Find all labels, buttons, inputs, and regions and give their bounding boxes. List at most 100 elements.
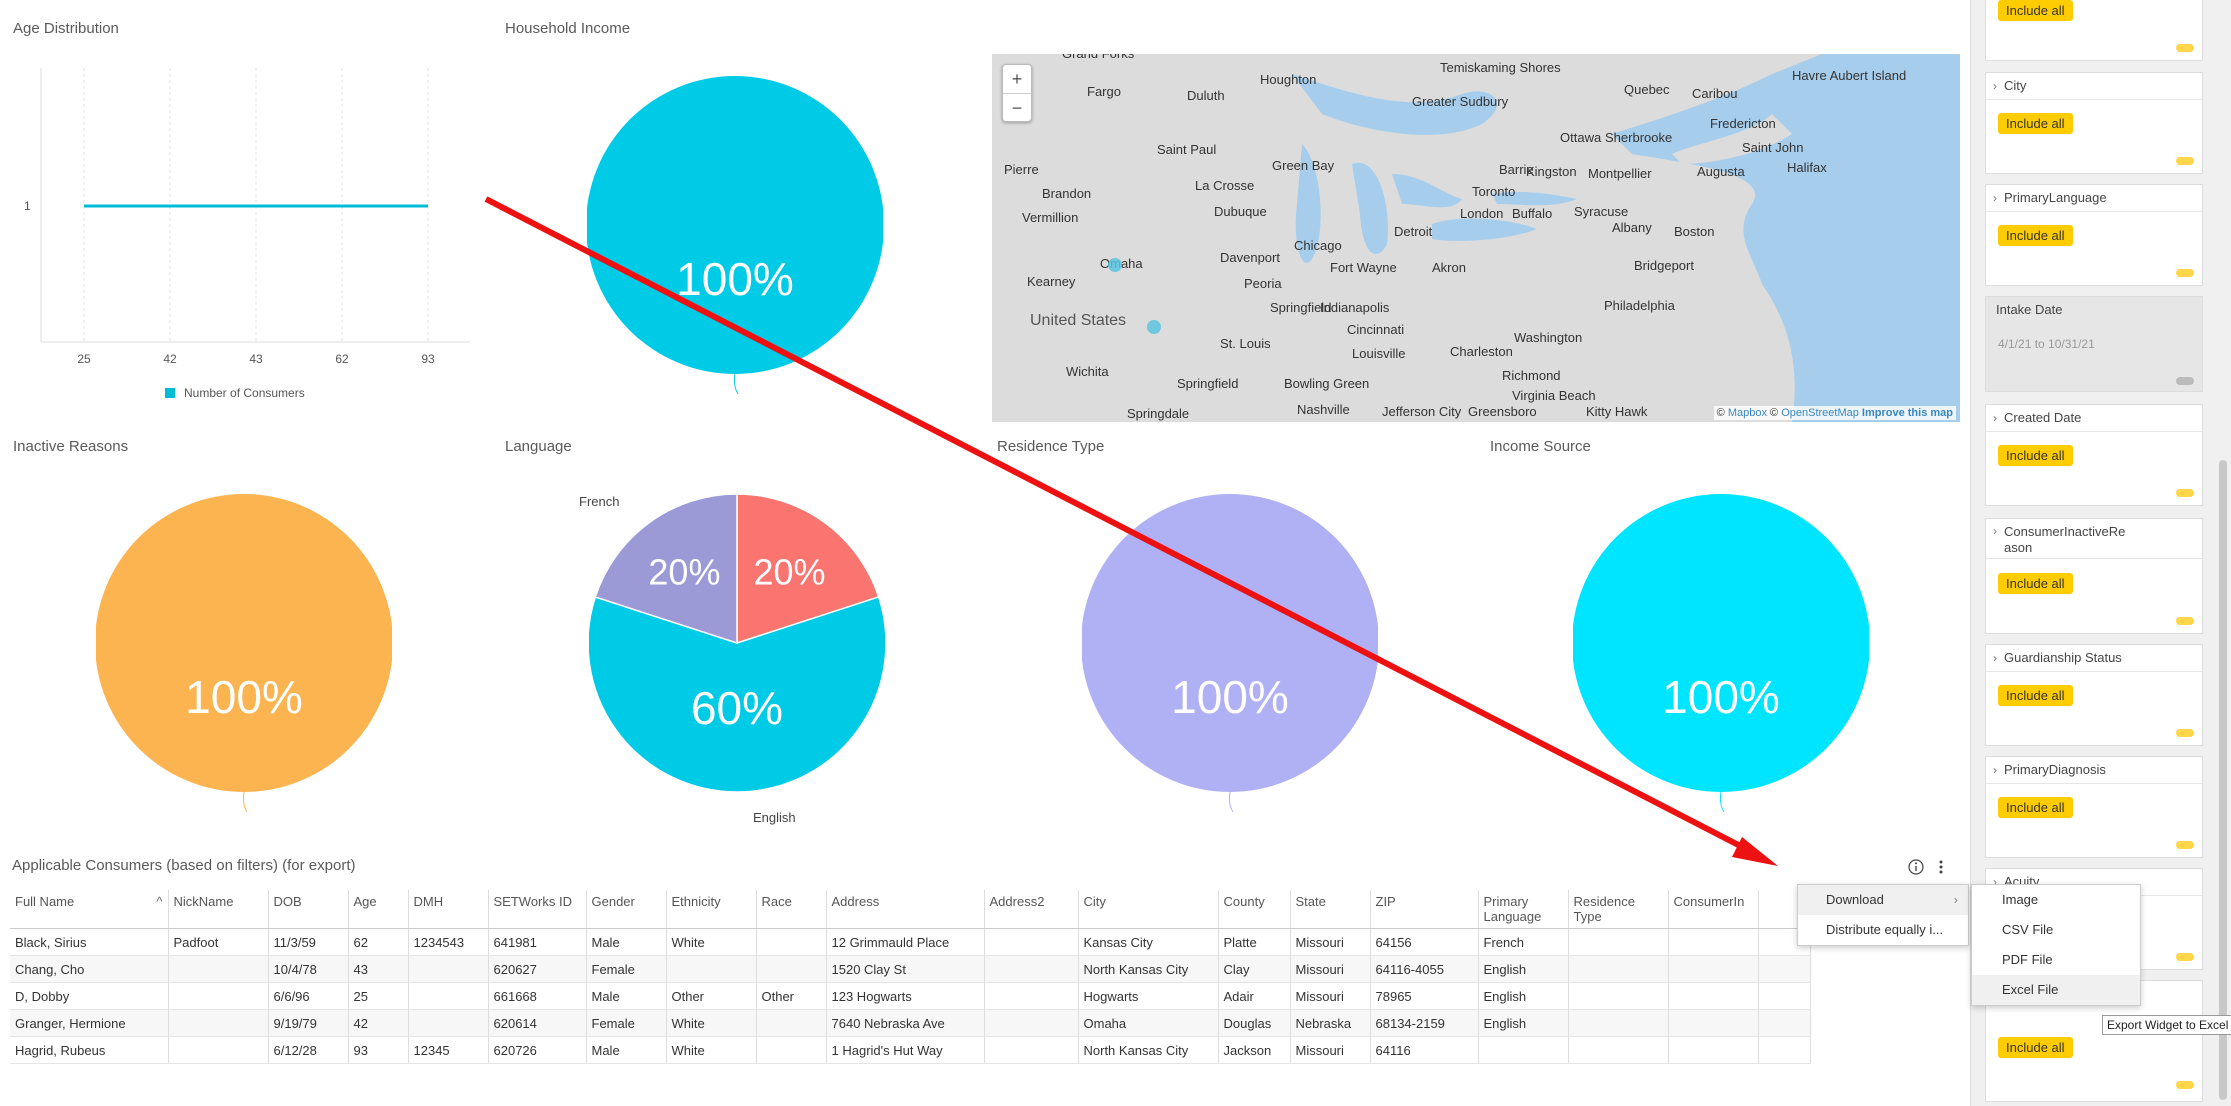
pie-slice[interactable] <box>1573 494 1869 792</box>
filter-toggle[interactable] <box>2176 44 2194 52</box>
pie-slice[interactable] <box>1082 494 1378 792</box>
column-header[interactable]: City <box>1078 890 1219 929</box>
table-cell <box>1668 955 1759 983</box>
menu-item-distribute[interactable]: Distribute equally i... <box>1798 915 1968 945</box>
column-header[interactable]: SETWorks ID <box>488 890 587 929</box>
zoom-out-button[interactable]: − <box>1011 98 1023 118</box>
filter-toggle[interactable] <box>2176 1081 2194 1089</box>
column-header[interactable]: Full Name ^ <box>10 890 169 929</box>
column-header[interactable]: DMH <box>408 890 489 929</box>
column-header[interactable]: State <box>1290 890 1371 929</box>
map-place-label: Duluth <box>1187 88 1225 103</box>
menu-item-csv[interactable]: CSV File <box>2002 922 2054 937</box>
sort-ascending-icon[interactable]: ^ <box>156 894 163 909</box>
table-row[interactable]: Hagrid, Rubeus 6/12/28 93 12345 620726 Male Wh… <box>10 1036 1811 1064</box>
filter-header[interactable]: › Guardianship Status <box>1986 645 2202 672</box>
include-all-button[interactable]: Include all <box>1998 573 2073 594</box>
menu-item-excel[interactable]: Excel File <box>1972 975 2140 1005</box>
table-row[interactable]: Granger, Hermione 9/19/79 42 620614 Female Wh… <box>10 1009 1811 1037</box>
column-header[interactable]: Ethnicity <box>666 890 757 929</box>
include-all-button[interactable]: Include all <box>1998 113 2073 134</box>
map-place-label: Green Bay <box>1272 158 1335 173</box>
map-place-label: La Crosse <box>1195 178 1255 193</box>
map-place-label: Vermillion <box>1022 210 1079 225</box>
column-header[interactable]: NickName <box>168 890 269 929</box>
map-place-label: Nashville <box>1297 402 1350 417</box>
filter-header[interactable]: › PrimaryLanguage <box>1986 185 2202 212</box>
residence-type-pie: 100% <box>1082 494 1378 813</box>
menu-item-download[interactable]: Download › <box>1798 885 1968 915</box>
table-row[interactable]: D, Dobby 6/6/96 25 661668 Male Other Other 123 … <box>10 982 1811 1010</box>
menu-item-image[interactable]: Image <box>2002 892 2039 907</box>
map-marker[interactable] <box>1108 258 1122 272</box>
filter-toggle[interactable] <box>2176 841 2194 849</box>
filter-guardianship-status[interactable]: › Guardianship Status Include all <box>1985 644 2203 746</box>
table-row[interactable]: Black, Sirius Padfoot 11/3/59 62 1234543 6419… <box>10 928 1811 956</box>
table-cell: 64116-4055 <box>1370 955 1479 983</box>
widget-context-menu: Download › Distribute equally i... <box>1797 884 1969 946</box>
info-icon[interactable] <box>1907 858 1925 876</box>
menu-item-pdf[interactable]: PDF File <box>2002 952 2053 967</box>
filter-city[interactable]: › City Include all <box>1985 72 2203 174</box>
include-all-button[interactable]: Include all <box>1998 685 2073 706</box>
map-place-label: Brandon <box>1042 186 1092 201</box>
mapbox-link[interactable]: Mapbox <box>1727 407 1767 419</box>
filter-toggle[interactable] <box>2176 157 2194 165</box>
include-all-button[interactable]: Include all <box>1998 445 2073 466</box>
filter-consumer-inactive-reason[interactable]: › ConsumerInactiveReason Include all <box>1985 518 2203 634</box>
filter-primary-diagnosis[interactable]: › PrimaryDiagnosis Include all <box>1985 756 2203 858</box>
map-place-label: Saint John <box>1742 140 1804 155</box>
column-header[interactable]: Address2 <box>984 890 1079 929</box>
map-widget[interactable]: + − Grand Forks Fargo Duluth Houghton Temisk… <box>992 54 1960 422</box>
pie-slice[interactable] <box>96 494 392 792</box>
filter-created-date[interactable]: › Created Date Include all <box>1985 404 2203 506</box>
filter-toggle[interactable] <box>2176 377 2194 385</box>
include-all-button[interactable]: Include all <box>1998 1037 2073 1058</box>
filter-header[interactable]: › Created Date <box>1986 405 2202 432</box>
pie-slice[interactable] <box>587 76 883 374</box>
map-attribution: © Mapbox © OpenStreetMap Improve this ma… <box>1713 406 1956 420</box>
filter-toggle[interactable] <box>2176 489 2194 497</box>
zoom-in-button[interactable]: + <box>1003 65 1031 94</box>
map-zoom-control[interactable]: + − <box>1002 64 1032 122</box>
filter-toggle[interactable] <box>2176 953 2194 961</box>
column-header[interactable]: Race <box>756 890 827 929</box>
slice-value-label: 100% <box>676 253 794 305</box>
column-header[interactable]: Gender <box>586 890 667 929</box>
column-header[interactable]: ConsumerIn <box>1668 890 1759 929</box>
column-header[interactable]: ZIP <box>1370 890 1479 929</box>
filter-intake-date[interactable]: Intake Date 4/1/21 to 10/31/21 <box>1985 296 2203 392</box>
sidebar-scrollbar[interactable] <box>2219 460 2227 1100</box>
map-place-label: Barrie <box>1499 162 1534 177</box>
column-header[interactable]: County <box>1218 890 1291 929</box>
openstreetmap-link[interactable]: OpenStreetMap <box>1781 407 1859 419</box>
filter-name: PrimaryLanguage <box>2004 190 2107 205</box>
column-header[interactable]: Age <box>348 890 409 929</box>
column-header[interactable]: Residence Type <box>1568 890 1669 929</box>
table-cell <box>1758 1009 1811 1037</box>
filter-partial-top[interactable]: Include all <box>1985 0 2203 61</box>
filter-header[interactable]: › ConsumerInactiveReason <box>1986 519 2202 559</box>
column-header[interactable]: Primary Language <box>1478 890 1569 929</box>
filter-toggle[interactable] <box>2176 729 2194 737</box>
table-row[interactable]: Chang, Cho 10/4/78 43 620627 Female 1520 Clay… <box>10 955 1811 983</box>
improve-map-link[interactable]: Improve this map <box>1861 407 1953 419</box>
column-header[interactable]: Address <box>826 890 985 929</box>
filter-toggle[interactable] <box>2176 269 2194 277</box>
filter-primary-language[interactable]: › PrimaryLanguage Include all <box>1985 184 2203 286</box>
filter-header[interactable]: › PrimaryDiagnosis <box>1986 757 2202 784</box>
include-all-button[interactable]: Include all <box>1998 797 2073 818</box>
more-options-icon[interactable] <box>1936 858 1946 876</box>
filter-toggle[interactable] <box>2176 617 2194 625</box>
column-header[interactable]: DOB <box>268 890 349 929</box>
table-cell <box>408 955 489 983</box>
table-cell: North Kansas City <box>1078 1036 1219 1064</box>
map-marker[interactable] <box>1147 320 1161 334</box>
table-cell <box>1568 1009 1669 1037</box>
include-all-button[interactable]: Include all <box>1998 0 2073 21</box>
filter-header[interactable]: › City <box>1986 73 2202 100</box>
legend-label: Number of Consumers <box>184 386 305 400</box>
filter-header[interactable]: Intake Date <box>1986 297 2202 324</box>
include-all-button[interactable]: Include all <box>1998 225 2073 246</box>
map-water <box>1292 54 1960 422</box>
